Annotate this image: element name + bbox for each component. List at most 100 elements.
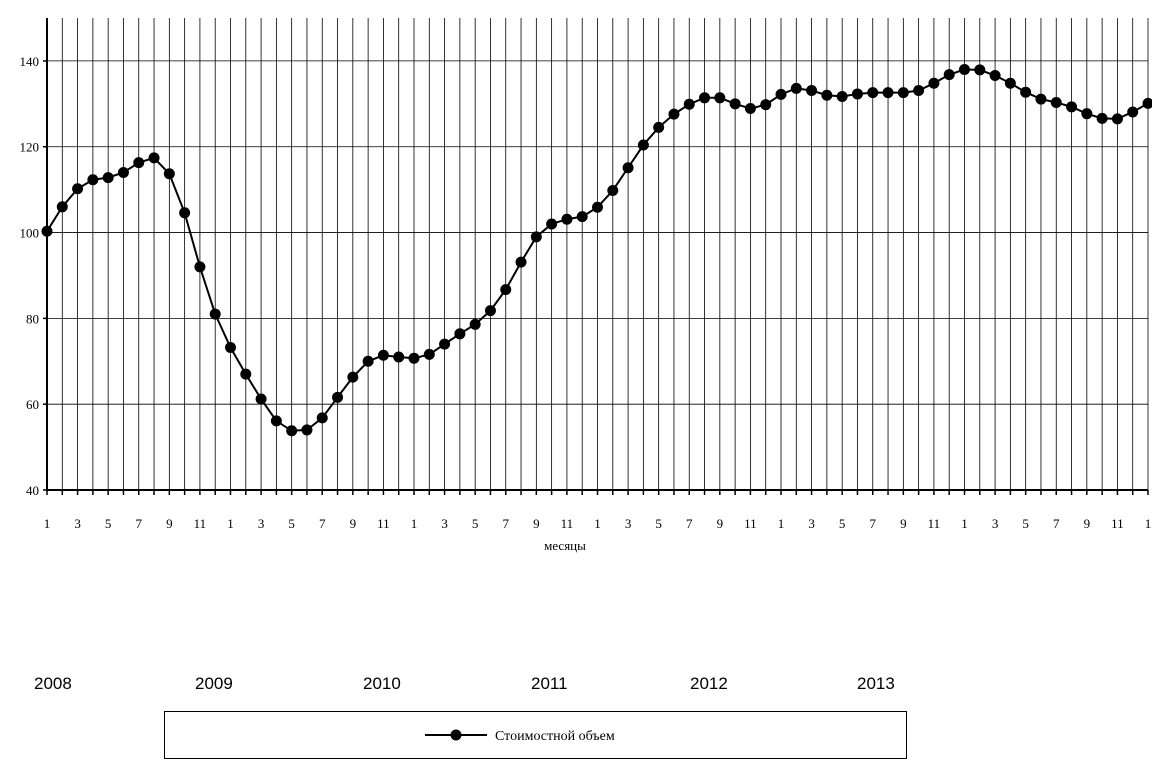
x-tick-label: 7 (319, 516, 326, 531)
data-point (42, 226, 53, 237)
data-point (301, 424, 312, 435)
x-tick-label: 9 (166, 516, 173, 531)
axes (43, 18, 1148, 495)
data-point (500, 284, 511, 295)
x-tick-label: 9 (1084, 516, 1091, 531)
data-point (607, 185, 618, 196)
x-tick-label: 11 (377, 516, 390, 531)
data-point (1020, 87, 1031, 98)
x-tick-label: 1 (227, 516, 234, 531)
data-point (531, 231, 542, 242)
data-point (194, 261, 205, 272)
data-point (409, 353, 420, 364)
data-point (1127, 106, 1138, 117)
x-tick-label: 1 (411, 516, 418, 531)
data-point (133, 157, 144, 168)
x-tick-label: 9 (533, 516, 540, 531)
data-point (959, 64, 970, 75)
data-point (1005, 78, 1016, 89)
y-tick-label: 40 (26, 483, 39, 498)
data-point (393, 351, 404, 362)
data-point (286, 425, 297, 436)
x-tick-label: 5 (655, 516, 662, 531)
y-tick-label: 60 (26, 397, 39, 412)
data-point (821, 90, 832, 101)
x-tick-label: 11 (561, 516, 574, 531)
data-point (470, 319, 481, 330)
x-tick-label: 1 (961, 516, 968, 531)
data-point (577, 211, 588, 222)
data-point (164, 168, 175, 179)
data-point (561, 214, 572, 225)
data-point (653, 122, 664, 133)
year-label: 2009 (195, 674, 233, 694)
x-tick-label: 9 (717, 516, 724, 531)
x-tick-label: 1 (778, 516, 785, 531)
data-point (944, 69, 955, 80)
data-point (990, 70, 1001, 81)
data-point (256, 394, 267, 405)
year-label: 2011 (531, 674, 568, 694)
data-point (1066, 101, 1077, 112)
data-point (317, 412, 328, 423)
x-tick-label: 5 (1022, 516, 1029, 531)
data-point (225, 342, 236, 353)
data-point (103, 172, 114, 183)
x-tick-label: 7 (136, 516, 143, 531)
legend-series-label: Стоимостной объем (495, 729, 615, 744)
x-tick-label: 3 (992, 516, 999, 531)
data-point (424, 349, 435, 360)
y-tick-label: 100 (20, 226, 40, 241)
x-tick-label: 1 (594, 516, 601, 531)
data-point (240, 369, 251, 380)
x-tick-label: 5 (288, 516, 295, 531)
data-point (363, 356, 374, 367)
x-tick-label: 9 (350, 516, 357, 531)
x-tick-label: 5 (839, 516, 846, 531)
x-tick-label: 3 (74, 516, 81, 531)
x-tick-label: 7 (870, 516, 877, 531)
data-point (1081, 108, 1092, 119)
data-point (1035, 94, 1046, 105)
x-tick-label: 11 (194, 516, 207, 531)
x-tick-label: 9 (900, 516, 907, 531)
year-label: 2010 (363, 674, 401, 694)
x-tick-label: 11 (928, 516, 941, 531)
data-point (867, 87, 878, 98)
data-point (516, 257, 527, 268)
x-tick-label: 5 (472, 516, 479, 531)
legend-marker-icon (451, 730, 462, 741)
y-tick-label: 80 (26, 311, 39, 326)
data-point (638, 140, 649, 151)
data-point (592, 202, 603, 213)
data-point (72, 183, 83, 194)
data-point (179, 207, 190, 218)
data-point (913, 85, 924, 96)
x-tick-label: 11 (744, 516, 757, 531)
data-point (837, 91, 848, 102)
data-point (439, 339, 450, 350)
data-point (714, 92, 725, 103)
data-point (760, 99, 771, 110)
year-label: 2008 (34, 674, 72, 694)
x-tick-label: 1 (44, 516, 51, 531)
data-point (347, 372, 358, 383)
data-point (699, 92, 710, 103)
legend: Стоимостной объем (164, 711, 907, 759)
grid-lines (47, 18, 1148, 490)
legend-svg: Стоимостной объем (165, 712, 906, 758)
data-point (623, 162, 634, 173)
data-point (1112, 113, 1123, 124)
x-tick-label: 5 (105, 516, 112, 531)
data-point (668, 109, 679, 120)
x-tick-label: 1 (1145, 516, 1152, 531)
y-tick-label: 120 (20, 140, 40, 155)
data-point (745, 103, 756, 114)
data-point (1143, 98, 1152, 109)
data-point (883, 87, 894, 98)
data-point (730, 98, 741, 109)
x-tick-label: 3 (625, 516, 632, 531)
